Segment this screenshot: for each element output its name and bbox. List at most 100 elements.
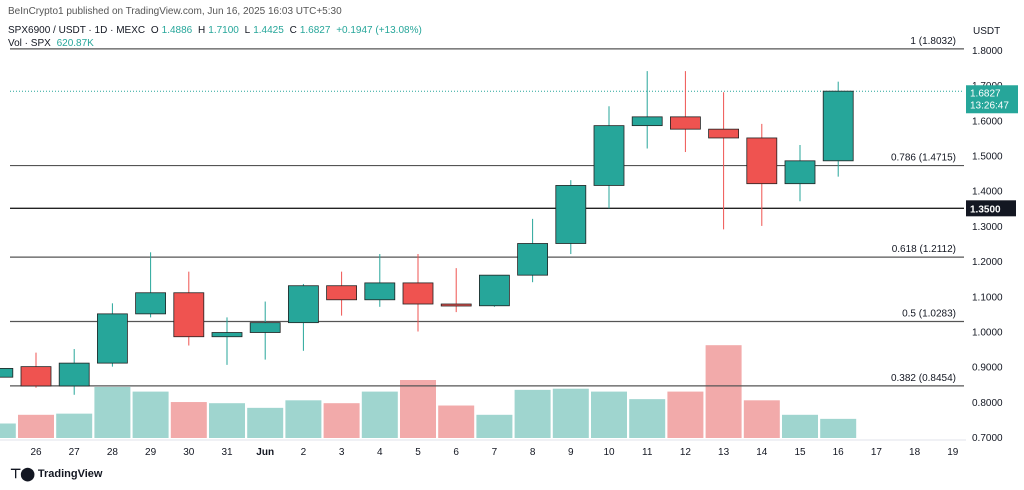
fib-label: 0.5 (1.0283) [902,308,956,319]
horizontal-line-tag [966,200,1016,217]
candle [402,254,434,332]
x-tick-label: 9 [568,447,574,458]
candle-body [631,116,663,127]
x-tick-label: 4 [377,447,383,458]
volume-bar [591,391,627,438]
volume-bar [705,345,742,438]
candle-body [593,125,625,186]
candle [20,352,52,388]
volume-bar [820,418,857,438]
x-tick-label: 8 [530,447,536,458]
candle-body [670,116,701,130]
fib-label: 0.786 (1.4715) [891,153,956,164]
x-tick-label: 5 [415,447,421,458]
y-tick-label: 1.6000 [972,116,1003,127]
x-tick-label: 11 [642,447,653,458]
volume-bar [323,403,360,438]
high-value: 1.7100 [208,25,239,36]
volume-bar [476,414,513,438]
candle-body [326,285,358,301]
x-tick-label: 15 [794,447,806,458]
volume-bar [629,399,666,438]
volume-label: Vol · SPX [8,38,51,49]
volume-bar [438,405,475,438]
candle-body [402,282,434,305]
candle-body [708,128,739,139]
volume-bar [552,388,589,438]
x-tick-label: 19 [947,447,959,458]
candle [440,268,472,313]
volume-bar [209,403,245,438]
candle [708,92,739,230]
x-tick-label: 28 [107,447,119,458]
candle [555,180,587,255]
close-label: C [289,25,297,36]
y-tick-label: 1.2000 [972,257,1003,268]
candle-body [173,292,205,338]
x-tick-label: 16 [833,447,845,458]
volume-value: 620.87K [56,38,94,49]
x-tick-label: 17 [871,447,883,458]
volume-bar [361,391,398,438]
candle [784,144,816,202]
x-tick-label: Jun [256,447,274,458]
volume-bar [285,400,322,438]
x-tick-label: 26 [30,447,42,458]
open-value: 1.4886 [161,25,193,36]
candle [593,106,625,209]
x-tick-label: 6 [453,447,459,458]
x-tick-label: 29 [145,447,157,458]
volume-bar [743,400,780,438]
candle-body [97,313,128,364]
volume-bar [782,414,818,438]
y-tick-label: 1.5000 [972,152,1003,163]
x-tick-label: 3 [339,447,345,458]
candle [58,349,90,395]
fib-label: 0.382 (0.8454) [891,373,956,384]
volume-bar [667,391,704,438]
volume-bar [170,402,207,438]
candle [746,123,778,226]
candle-body [517,243,548,276]
candle-body [364,282,396,301]
volume-bar [132,391,169,438]
candle [249,301,281,360]
horizontal-line-label: 1.3500 [970,204,1001,215]
low-value: 1.4425 [253,25,284,36]
volume-line: Vol · SPX 620.87K [8,38,97,49]
close-value: 1.6827 [299,25,331,36]
volume-bar [0,423,16,438]
candle-body [287,285,319,324]
x-tick-label: 18 [909,447,921,458]
candle [631,71,663,149]
volume-bar [94,386,131,438]
fib-label: 0.618 (1.2112) [892,244,956,255]
low-label: L [244,25,251,36]
last-price-label: 1.6827 [970,88,1001,99]
candle [822,81,854,177]
y-tick-label: 0.7000 [972,433,1003,444]
price-axis-bg [966,0,1024,460]
x-tick-label: 12 [680,447,692,458]
change-value: +0.1947 (+13.08%) [336,25,422,36]
candle-body [822,90,854,162]
candle [326,271,358,316]
volume-bar [247,407,284,438]
x-tick-label: 13 [718,447,730,458]
x-tick-label: 2 [301,447,307,458]
last-price-tag [966,85,1018,114]
countdown-label: 13:26:47 [970,100,1009,111]
open-label: O [150,25,159,36]
candle [97,303,128,367]
y-tick-label: 1.0000 [972,327,1003,338]
x-tick-label: 10 [603,447,615,458]
volume-bar [514,389,551,438]
candle-body [746,137,778,185]
x-tick-label: 14 [756,447,768,458]
tradingview-logo[interactable]: ⊤⬤ TradingView [10,466,102,482]
tradingview-icon: ⊤⬤ [10,466,35,481]
fib-label: 1 (1.8032) [910,36,956,47]
candle [211,317,243,365]
candle-body [440,303,472,307]
